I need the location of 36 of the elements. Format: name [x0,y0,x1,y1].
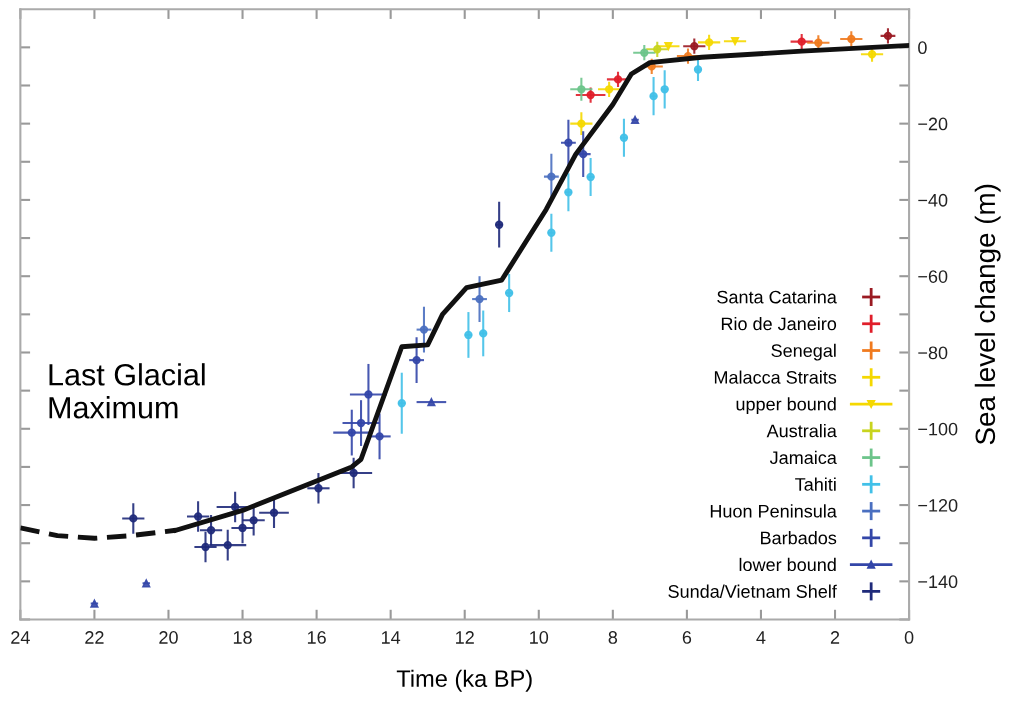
annotation: Last Glacial Maximum [49,363,205,419]
x-tick-label: 8 [608,631,618,644]
y-tick-label: −80 [918,346,948,360]
x-tick-label: 16 [307,631,326,644]
legend-label: Huon Peninsula [710,504,837,518]
legend-label: Senegal [771,343,836,361]
x-tick-label: 6 [682,631,692,644]
legend-label: Jamaica [769,450,837,465]
legend-label: Barbados [761,531,837,545]
x-tick-label: 20 [159,631,178,644]
y-axis-title: Sea level change (m) [974,184,1001,445]
legend-label: Santa Catarina [717,290,837,304]
y-tick-label: −60 [918,270,948,283]
legend-label: Malacca Straits [714,370,837,384]
x-tick-label: 2 [830,631,840,644]
x-axis-title: Time (ka BP) [396,669,532,692]
legend-label: Rio de Janeiro [721,317,837,331]
y-tick-label: −40 [918,193,948,207]
x-tick-label: 10 [530,631,549,644]
x-tick-label: 12 [456,631,474,644]
legend-label: Sunda/Vietnam Shelf [668,584,837,598]
x-tick-label: 22 [85,631,104,644]
y-tick-label: −140 [918,575,958,589]
y-tick-label: 0 [918,41,927,55]
x-tick-label: 24 [11,631,30,644]
legend-label: lower bound [739,557,836,572]
y-tick-label: −120 [918,499,958,512]
legend-label: Tahiti [795,477,836,491]
x-tick-label: 0 [904,631,914,644]
x-tick-label: 4 [756,631,766,644]
y-tick-label: −100 [918,422,958,436]
legend-label: Australia [766,424,837,438]
y-tick-label: −20 [918,117,948,131]
x-tick-label: 18 [233,631,252,644]
x-tick-label: 14 [381,631,401,644]
legend-label: upper bound [736,397,836,415]
